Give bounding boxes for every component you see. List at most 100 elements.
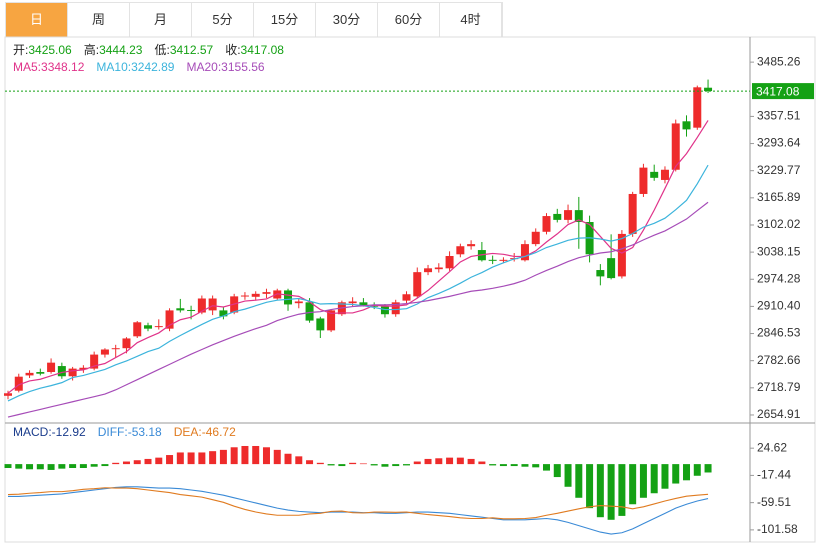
period-tab[interactable]: 周: [68, 3, 130, 37]
macd-bar: [155, 457, 163, 465]
period-tab[interactable]: 15分: [254, 3, 316, 37]
ma-label: MA5:: [13, 60, 41, 74]
candle-body: [144, 325, 153, 329]
candle-body: [187, 309, 196, 311]
info-value: 3417.08: [241, 43, 285, 57]
y-tick-label: -101.58: [757, 522, 798, 536]
macd-bar: [564, 464, 572, 487]
period-tab[interactable]: 月: [130, 3, 192, 37]
macd-bar: [596, 464, 604, 518]
macd-bar: [36, 464, 44, 470]
macd-bar: [672, 464, 680, 484]
candle-body: [456, 246, 465, 255]
macd-bar: [262, 447, 270, 465]
macd-bar: [618, 464, 626, 516]
candle-body: [14, 376, 23, 391]
info-label: 低:: [154, 43, 169, 57]
ma-value: 3155.56: [221, 60, 265, 74]
y-tick-label: 2718.79: [757, 380, 801, 394]
candle-body: [617, 233, 626, 277]
period-tab[interactable]: 30分: [316, 3, 378, 37]
candle-body: [251, 293, 260, 297]
macd-bar: [693, 464, 701, 476]
candle-body: [564, 210, 573, 220]
macd-bar: [629, 464, 637, 505]
ma-line: [7, 120, 709, 394]
info-label: 高:: [84, 42, 99, 57]
macd-bar: [58, 464, 66, 469]
candle-body: [434, 267, 443, 270]
legend: MA5:3348.12 MA10:3242.89 MA20:3155.56: [13, 60, 265, 74]
macd-bar: [575, 464, 583, 498]
info-value: 3412.57: [170, 43, 214, 57]
y-tick-label: 2910.40: [757, 299, 801, 313]
candle-body: [391, 302, 400, 315]
y-tick-label: -17.44: [757, 468, 791, 482]
candle-body: [90, 354, 99, 369]
y-tick-label: 3102.02: [757, 217, 801, 231]
macd-bar: [47, 464, 55, 470]
info-label: 开:: [13, 43, 28, 57]
macd-bar: [166, 455, 174, 465]
macd-bar: [273, 449, 281, 465]
info-value: 3425.06: [28, 43, 72, 57]
candle-body: [219, 310, 228, 317]
candle-body: [520, 244, 529, 261]
candle-body: [596, 270, 605, 277]
macd-bar: [553, 464, 561, 478]
macd-bar: [661, 464, 669, 489]
candle-body: [197, 298, 206, 313]
macd-bar: [650, 464, 658, 494]
macd-bar: [241, 445, 249, 465]
macd-bar: [413, 461, 421, 465]
macd-value: -12.92: [52, 425, 86, 439]
macd-bar: [586, 464, 594, 509]
macd-bar: [284, 453, 292, 465]
candle-body: [628, 193, 637, 234]
period-tab[interactable]: 60分: [378, 3, 440, 37]
macd-bar: [510, 464, 518, 467]
macd-label: MACD:: [13, 425, 52, 439]
candle-body: [370, 305, 379, 307]
candle-body: [122, 338, 131, 349]
macd-bar: [144, 458, 152, 465]
candle-body: [316, 318, 325, 331]
candle-body: [348, 301, 357, 304]
info-label: 收:: [225, 43, 240, 57]
candle-body: [36, 372, 45, 374]
candle-body: [327, 310, 336, 331]
macd-bar: [79, 464, 87, 468]
y-tick-label: -59.51: [757, 495, 791, 509]
candle-body: [208, 298, 217, 311]
candle-body: [380, 306, 389, 315]
period-tab[interactable]: 5分: [192, 3, 254, 37]
macd-bar: [306, 460, 314, 465]
candle-body: [704, 87, 713, 92]
macd-bar: [456, 457, 464, 465]
macd-bar: [209, 451, 217, 465]
macd-bar: [683, 464, 691, 481]
macd-bar: [639, 464, 647, 498]
macd-value: -46.72: [202, 425, 236, 439]
y-tick-label: 3293.64: [757, 136, 801, 150]
macd-bar: [133, 460, 141, 465]
period-tab[interactable]: 4时: [440, 3, 502, 37]
candle-body: [25, 372, 34, 376]
macd-bar: [230, 447, 238, 465]
candle-body: [693, 87, 702, 128]
candle-body: [499, 259, 508, 261]
candle-body: [100, 349, 109, 355]
ma-label: MA10:: [96, 60, 131, 74]
candle-body: [111, 348, 120, 350]
candle-body: [574, 210, 583, 223]
macd-bar: [295, 456, 303, 465]
y-tick-label: 24.62: [757, 440, 787, 454]
macd-bar: [532, 464, 540, 468]
macd-bar: [338, 464, 346, 467]
period-tab[interactable]: 日: [6, 3, 68, 37]
macd-bar: [187, 452, 195, 465]
candle-body: [294, 301, 303, 304]
last-price-label: 3417.08: [756, 84, 800, 98]
candle-body: [154, 326, 163, 328]
